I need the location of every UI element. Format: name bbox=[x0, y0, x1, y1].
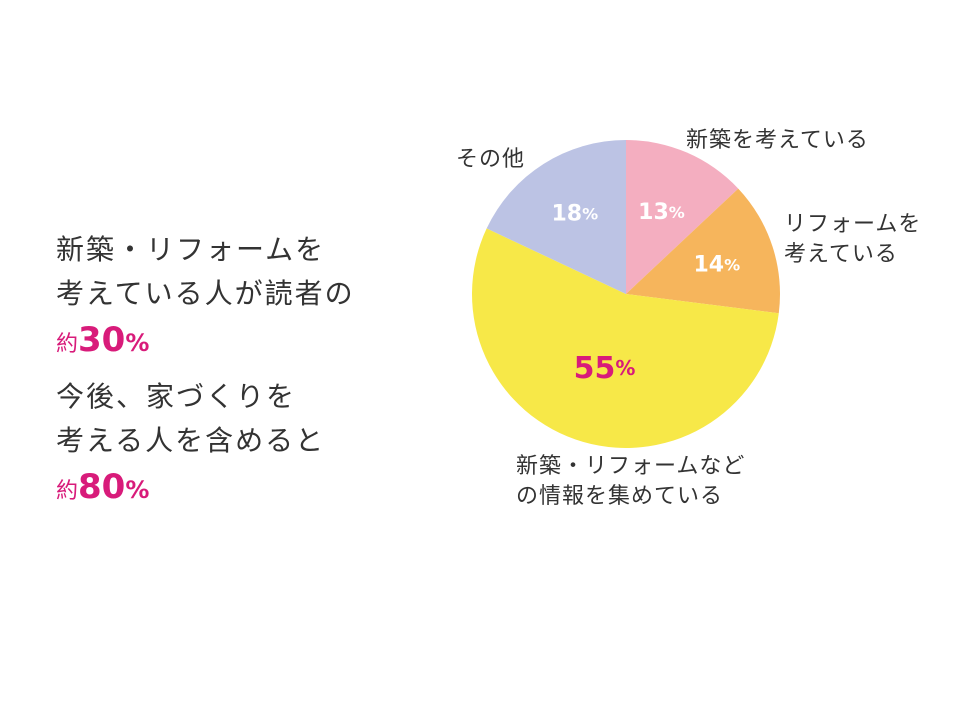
pie-slice-info-gathering bbox=[471, 228, 779, 449]
summary-line-2: 考えている人が読者の bbox=[56, 277, 355, 310]
category-label-other: その他 bbox=[456, 147, 526, 172]
highlight-30-percent: 約30% bbox=[56, 316, 436, 369]
highlight-1-unit: % bbox=[125, 329, 150, 357]
highlight-1-prefix: 約 bbox=[56, 332, 79, 357]
summary-line-4: 考える人を含めると bbox=[56, 424, 326, 457]
category-label-info-gathering: 新築・リフォームなど の情報を集めている bbox=[516, 454, 746, 509]
summary-line-1: 新築・リフォームを bbox=[56, 233, 326, 266]
pie-slice-other bbox=[486, 140, 626, 294]
pie-value-label-new-build: 13% bbox=[638, 200, 685, 225]
pie-slice-new-build bbox=[626, 140, 739, 294]
highlight-80-percent: 約80% bbox=[56, 463, 436, 516]
pie-slice-renovation bbox=[626, 188, 780, 314]
summary-line-3: 今後、家づくりを bbox=[56, 380, 297, 413]
pie-value-label-other: 18% bbox=[552, 201, 599, 226]
summary-text-block: 新築・リフォームを 考えている人が読者の 約30% 今後、家づくりを 考える人を… bbox=[56, 228, 436, 516]
category-label-new-build: 新築を考えている bbox=[686, 128, 869, 153]
highlight-2-unit: % bbox=[125, 476, 150, 504]
pie-value-label-info-gathering: 55% bbox=[574, 350, 636, 385]
category-label-renovation: リフォームを 考えている bbox=[784, 212, 922, 267]
pie-value-label-renovation: 14% bbox=[693, 252, 740, 277]
highlight-2-prefix: 約 bbox=[56, 479, 79, 504]
highlight-1-number: 30 bbox=[78, 320, 126, 360]
highlight-2-number: 80 bbox=[78, 467, 126, 507]
